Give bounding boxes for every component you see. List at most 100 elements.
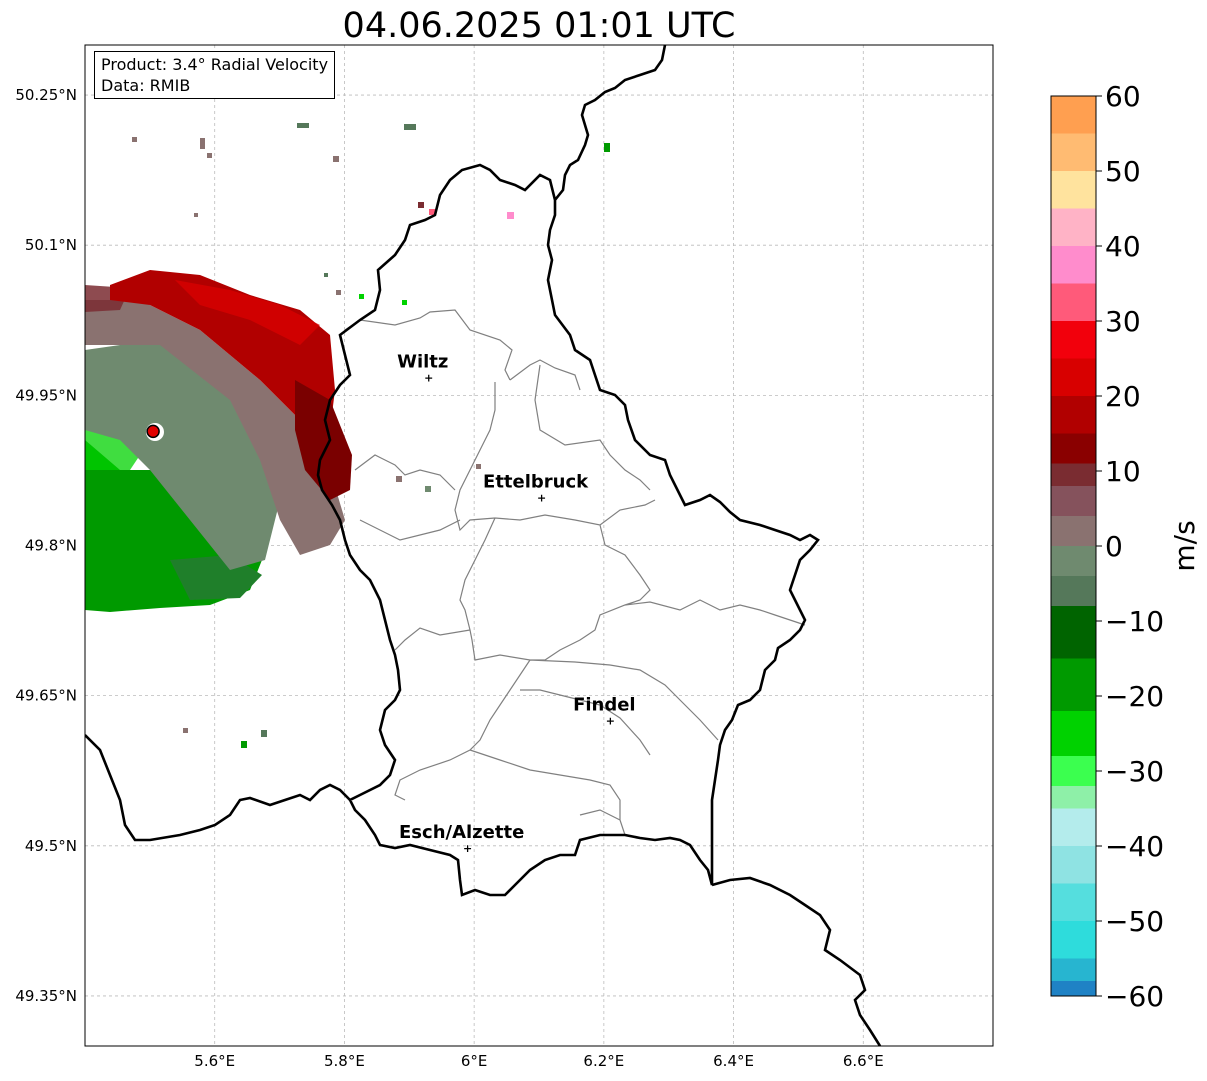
colorbar-tick-label: 30	[1105, 305, 1141, 338]
echo-pixel	[261, 730, 267, 737]
lat-tick-label: 50.1°N	[25, 236, 77, 254]
germany-france-border	[711, 876, 882, 1046]
colorbar-segment	[1051, 133, 1096, 172]
echo-pixel	[425, 486, 431, 492]
colorbar-segment	[1051, 606, 1096, 659]
colorbar-segment	[1051, 96, 1096, 134]
city-marker-icon: +	[424, 371, 433, 384]
city-label: Findel	[573, 695, 636, 716]
borders	[85, 45, 882, 1046]
latitude-axis: 50.25°N 50.1°N 49.95°N 49.8°N 49.65°N 49.5°N 4…	[15, 86, 77, 1005]
colorbar-tick-label: −40	[1105, 830, 1164, 863]
belgium-france-border	[85, 734, 351, 842]
colorbar-segment	[1051, 283, 1096, 322]
colorbar-segment	[1051, 433, 1096, 464]
lon-tick-label: 6.6°E	[843, 1052, 884, 1070]
echo-pixel	[207, 153, 212, 158]
lat-tick-label: 50.25°N	[15, 86, 77, 104]
radar-echoes	[85, 123, 610, 748]
luxembourg-border	[316, 45, 820, 897]
echo-pixel	[194, 213, 198, 217]
city-marker-icon: +	[606, 715, 615, 728]
longitude-axis: 5.6°E 5.8°E 6°E 6.2°E 6.4°E 6.6°E	[194, 1052, 883, 1070]
colorbar-tick-label: −50	[1105, 905, 1164, 938]
colorbar-segment	[1051, 981, 1096, 997]
radar-site-marker	[146, 424, 160, 439]
colorbar-segment	[1051, 883, 1096, 922]
city-label: Wiltz	[397, 351, 448, 372]
echo-bright-red	[175, 280, 320, 345]
colorbar-tick-label: 40	[1105, 230, 1141, 263]
echo-pixel	[404, 124, 416, 130]
colorbar-segment	[1051, 516, 1096, 547]
colorbar-segment	[1051, 546, 1096, 577]
colorbar-tick-label: −20	[1105, 680, 1164, 713]
lon-tick-label: 6.4°E	[713, 1052, 754, 1070]
city-marker-icon: +	[537, 491, 546, 504]
colorbar-tick-label: −30	[1105, 755, 1164, 788]
colorbar-tick-label: 60	[1105, 80, 1141, 113]
echo-pixel	[200, 138, 205, 149]
colorbar-segment	[1051, 246, 1096, 284]
lat-tick-label: 49.8°N	[25, 537, 77, 555]
echo-pixel	[241, 741, 247, 748]
colorbar-segment	[1051, 658, 1096, 712]
city-markers: +Wiltz+Ettelbruck+Findel+Esch/Alzette	[397, 351, 636, 854]
product-label: Product: 3.4° Radial Velocity	[101, 55, 329, 74]
colorbar-segment	[1051, 921, 1096, 959]
echo-mauve	[85, 300, 345, 555]
colorbar-segment	[1051, 208, 1096, 247]
colorbar-segment	[1051, 486, 1096, 517]
colorbar-tick-label: −60	[1105, 980, 1164, 1013]
colorbar-segment	[1051, 756, 1096, 787]
echo-pixel	[297, 123, 309, 128]
colorbar-segment	[1051, 358, 1096, 397]
colorbar-tick-label: −10	[1105, 605, 1164, 638]
echo-pixel	[396, 476, 402, 482]
canton-boundaries	[344, 309, 806, 836]
colorbar-segment	[1051, 958, 1096, 982]
colorbar-segment	[1051, 396, 1096, 434]
lon-tick-label: 5.8°E	[324, 1052, 365, 1070]
city-label: Esch/Alzette	[399, 822, 524, 843]
colorbar-segment	[1051, 846, 1096, 884]
city-label: Ettelbruck	[483, 471, 589, 492]
colorbar-tick-label: 20	[1105, 380, 1141, 413]
echo-pixel	[507, 212, 514, 219]
map-frame	[84, 44, 994, 1047]
colorbar-segment	[1051, 576, 1096, 607]
colorbar-segment	[1051, 808, 1096, 847]
colorbar-segment	[1051, 711, 1096, 757]
map-title: 04.06.2025 01:01 UTC	[342, 6, 736, 46]
lat-tick-label: 49.65°N	[15, 687, 77, 705]
echo-pixel	[429, 209, 435, 215]
echo-pixel	[183, 728, 188, 733]
echo-pixel	[359, 294, 364, 299]
lon-tick-label: 5.6°E	[194, 1052, 235, 1070]
data-source-label: Data: RMIB	[101, 76, 191, 95]
echo-pixel	[402, 300, 407, 305]
colorbar-tick-label: 10	[1105, 455, 1141, 488]
echo-pixel	[333, 156, 339, 162]
colorbar-unit-label: m/s	[1168, 520, 1201, 571]
lon-tick-label: 6.2°E	[583, 1052, 624, 1070]
lat-tick-label: 49.95°N	[15, 386, 77, 404]
echo-pixel	[604, 143, 610, 152]
colorbar-segment	[1051, 171, 1096, 209]
echo-pixel	[336, 290, 341, 295]
product-info-box: Product: 3.4° Radial Velocity Data: RMIB	[94, 51, 336, 99]
echo-pixel	[476, 464, 481, 469]
lat-tick-label: 49.35°N	[15, 987, 77, 1005]
colorbar-segment	[1051, 463, 1096, 487]
colorbar: 60 50 40 30 20 10 0 −10 −20 −30 −40 −50 −60 m/s	[1050, 80, 1201, 1013]
colorbar-segment	[1051, 321, 1096, 359]
lon-tick-label: 6°E	[461, 1052, 488, 1070]
colorbar-tick-label: 50	[1105, 155, 1141, 188]
colorbar-segment	[1051, 786, 1096, 809]
echo-pixel	[324, 273, 328, 277]
colorbar-tick-label: 0	[1105, 530, 1123, 563]
city-marker-icon: +	[463, 842, 472, 855]
echo-pixel	[418, 202, 424, 208]
echo-dark-red	[295, 380, 352, 500]
